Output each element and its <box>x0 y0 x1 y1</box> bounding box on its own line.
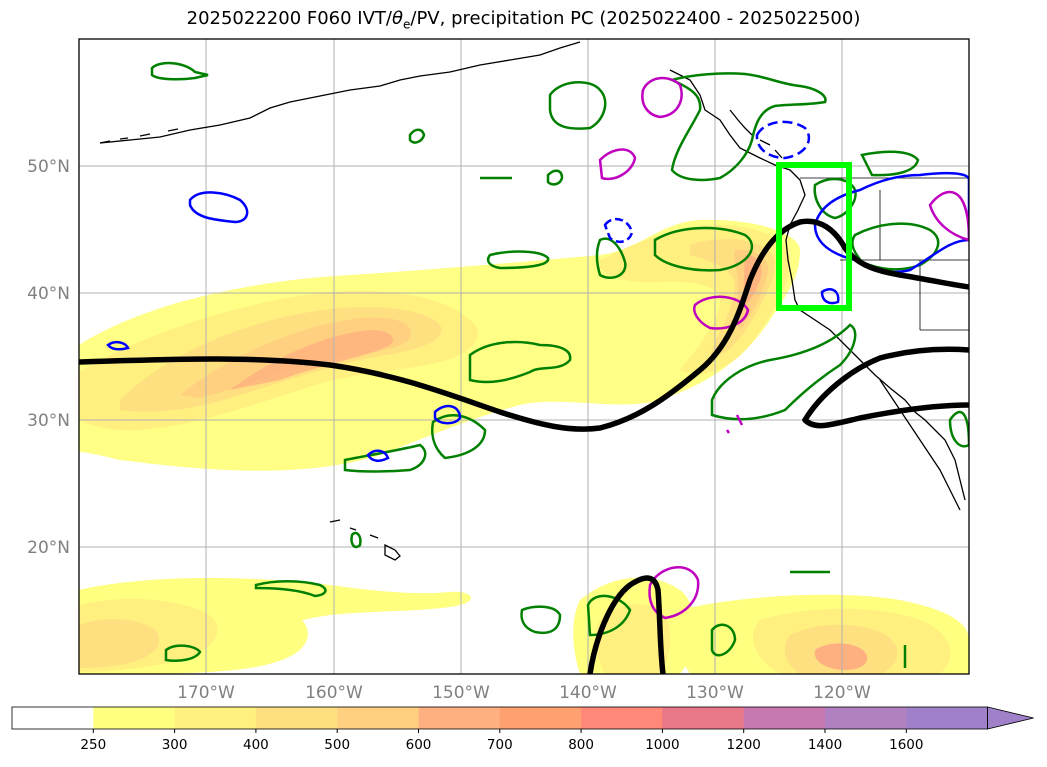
colorbar-extend-arrow <box>987 706 1034 730</box>
magenta-2 <box>598 148 637 181</box>
colorbar-label: 1000 <box>645 737 679 753</box>
green-16 <box>254 580 327 598</box>
coast-baja <box>879 379 961 511</box>
green-18 <box>710 623 737 657</box>
colorbar-label: 300 <box>162 737 188 753</box>
colorbar-segment <box>255 707 338 729</box>
colorbar-label: 1400 <box>808 737 842 753</box>
colorbar-segment <box>337 707 419 729</box>
highlight-box <box>776 162 852 311</box>
colorbar-label: 1600 <box>889 737 923 753</box>
green-4 <box>595 237 627 279</box>
colorbar-segment <box>906 707 989 729</box>
green-6 <box>468 340 572 384</box>
green-23 <box>948 410 969 448</box>
green-15 <box>520 605 562 634</box>
lat-tick: 40°N <box>27 284 70 304</box>
ivt-band-600 <box>230 330 394 390</box>
blue-1 <box>188 191 249 224</box>
map-frame <box>78 38 970 675</box>
colorbar-label: 600 <box>406 737 432 753</box>
ivt-south-center-300 <box>595 604 671 674</box>
map-area <box>79 39 969 674</box>
ivt-south-400 <box>79 618 160 668</box>
lat-tick: 50°N <box>27 157 70 177</box>
colorbar: 250 300 400 500 600 700 800 1000 1200 1400 1600 <box>11 706 1034 753</box>
colorbar-segment <box>174 707 257 729</box>
lon-tick: 140°W <box>559 683 617 703</box>
colorbar-segment <box>825 707 907 729</box>
coast-canada <box>669 69 966 501</box>
pv-south <box>802 346 969 423</box>
colorbar-segment <box>93 707 176 729</box>
coast-islands-bc <box>729 109 783 159</box>
colorbar-segment <box>743 707 826 729</box>
green-10 <box>860 150 920 177</box>
colorbar-segment <box>499 707 582 729</box>
lat-tick: 30°N <box>27 411 70 431</box>
blue-8 <box>820 288 840 305</box>
blue-5 <box>106 340 130 351</box>
blue-6 <box>755 120 811 160</box>
blue-3 <box>433 404 462 425</box>
colorbar-segment <box>581 707 663 729</box>
pv-south-2 <box>802 402 969 429</box>
magenta-5 <box>648 566 700 620</box>
green-9 <box>668 72 827 182</box>
green-2 <box>150 61 209 81</box>
green-17 <box>164 644 202 662</box>
colorbar-label: 500 <box>324 737 350 753</box>
green-20 <box>408 128 426 144</box>
blue-4 <box>366 449 390 462</box>
lat-tick: 20°N <box>27 538 70 558</box>
lon-tick: 170°W <box>177 683 235 703</box>
coast-alaska <box>99 41 581 144</box>
coast-hawaii <box>329 519 401 561</box>
green-25 <box>350 531 362 549</box>
colorbar-label: 250 <box>80 737 106 753</box>
coast-border-states <box>840 190 969 331</box>
magenta-1 <box>641 76 683 119</box>
green-1 <box>548 81 607 130</box>
lon-tick: 120°W <box>813 683 871 703</box>
lat-tick-labels: 50°N 40°N 30°N 20°N <box>27 157 70 558</box>
lon-tick: 150°W <box>432 683 490 703</box>
colorbar-label: 400 <box>243 737 269 753</box>
colorbar-segment <box>662 707 745 729</box>
lon-tick-labels: 170°W 160°W 150°W 140°W 130°W 120°W <box>177 683 871 703</box>
pv-tongue <box>587 575 666 674</box>
ivt-south-east-600 <box>814 643 868 670</box>
green-5 <box>653 226 754 272</box>
green-3 <box>486 250 550 270</box>
green-13 <box>710 323 857 421</box>
green-19 <box>546 169 564 186</box>
colorbar-label: 700 <box>487 737 513 753</box>
colorbar-segment <box>418 707 501 729</box>
coastlines <box>99 41 969 561</box>
colorbar-label: 1200 <box>727 737 761 753</box>
coast-aleutians <box>99 128 179 144</box>
magenta-6 <box>725 414 744 434</box>
lon-tick: 160°W <box>305 683 363 703</box>
colorbar-segment <box>12 707 94 729</box>
chart-title: 2025022200 F060 IVT/θe/PV, precipitation… <box>186 8 861 32</box>
lon-tick: 130°W <box>686 683 744 703</box>
colorbar-label: 800 <box>568 737 594 753</box>
